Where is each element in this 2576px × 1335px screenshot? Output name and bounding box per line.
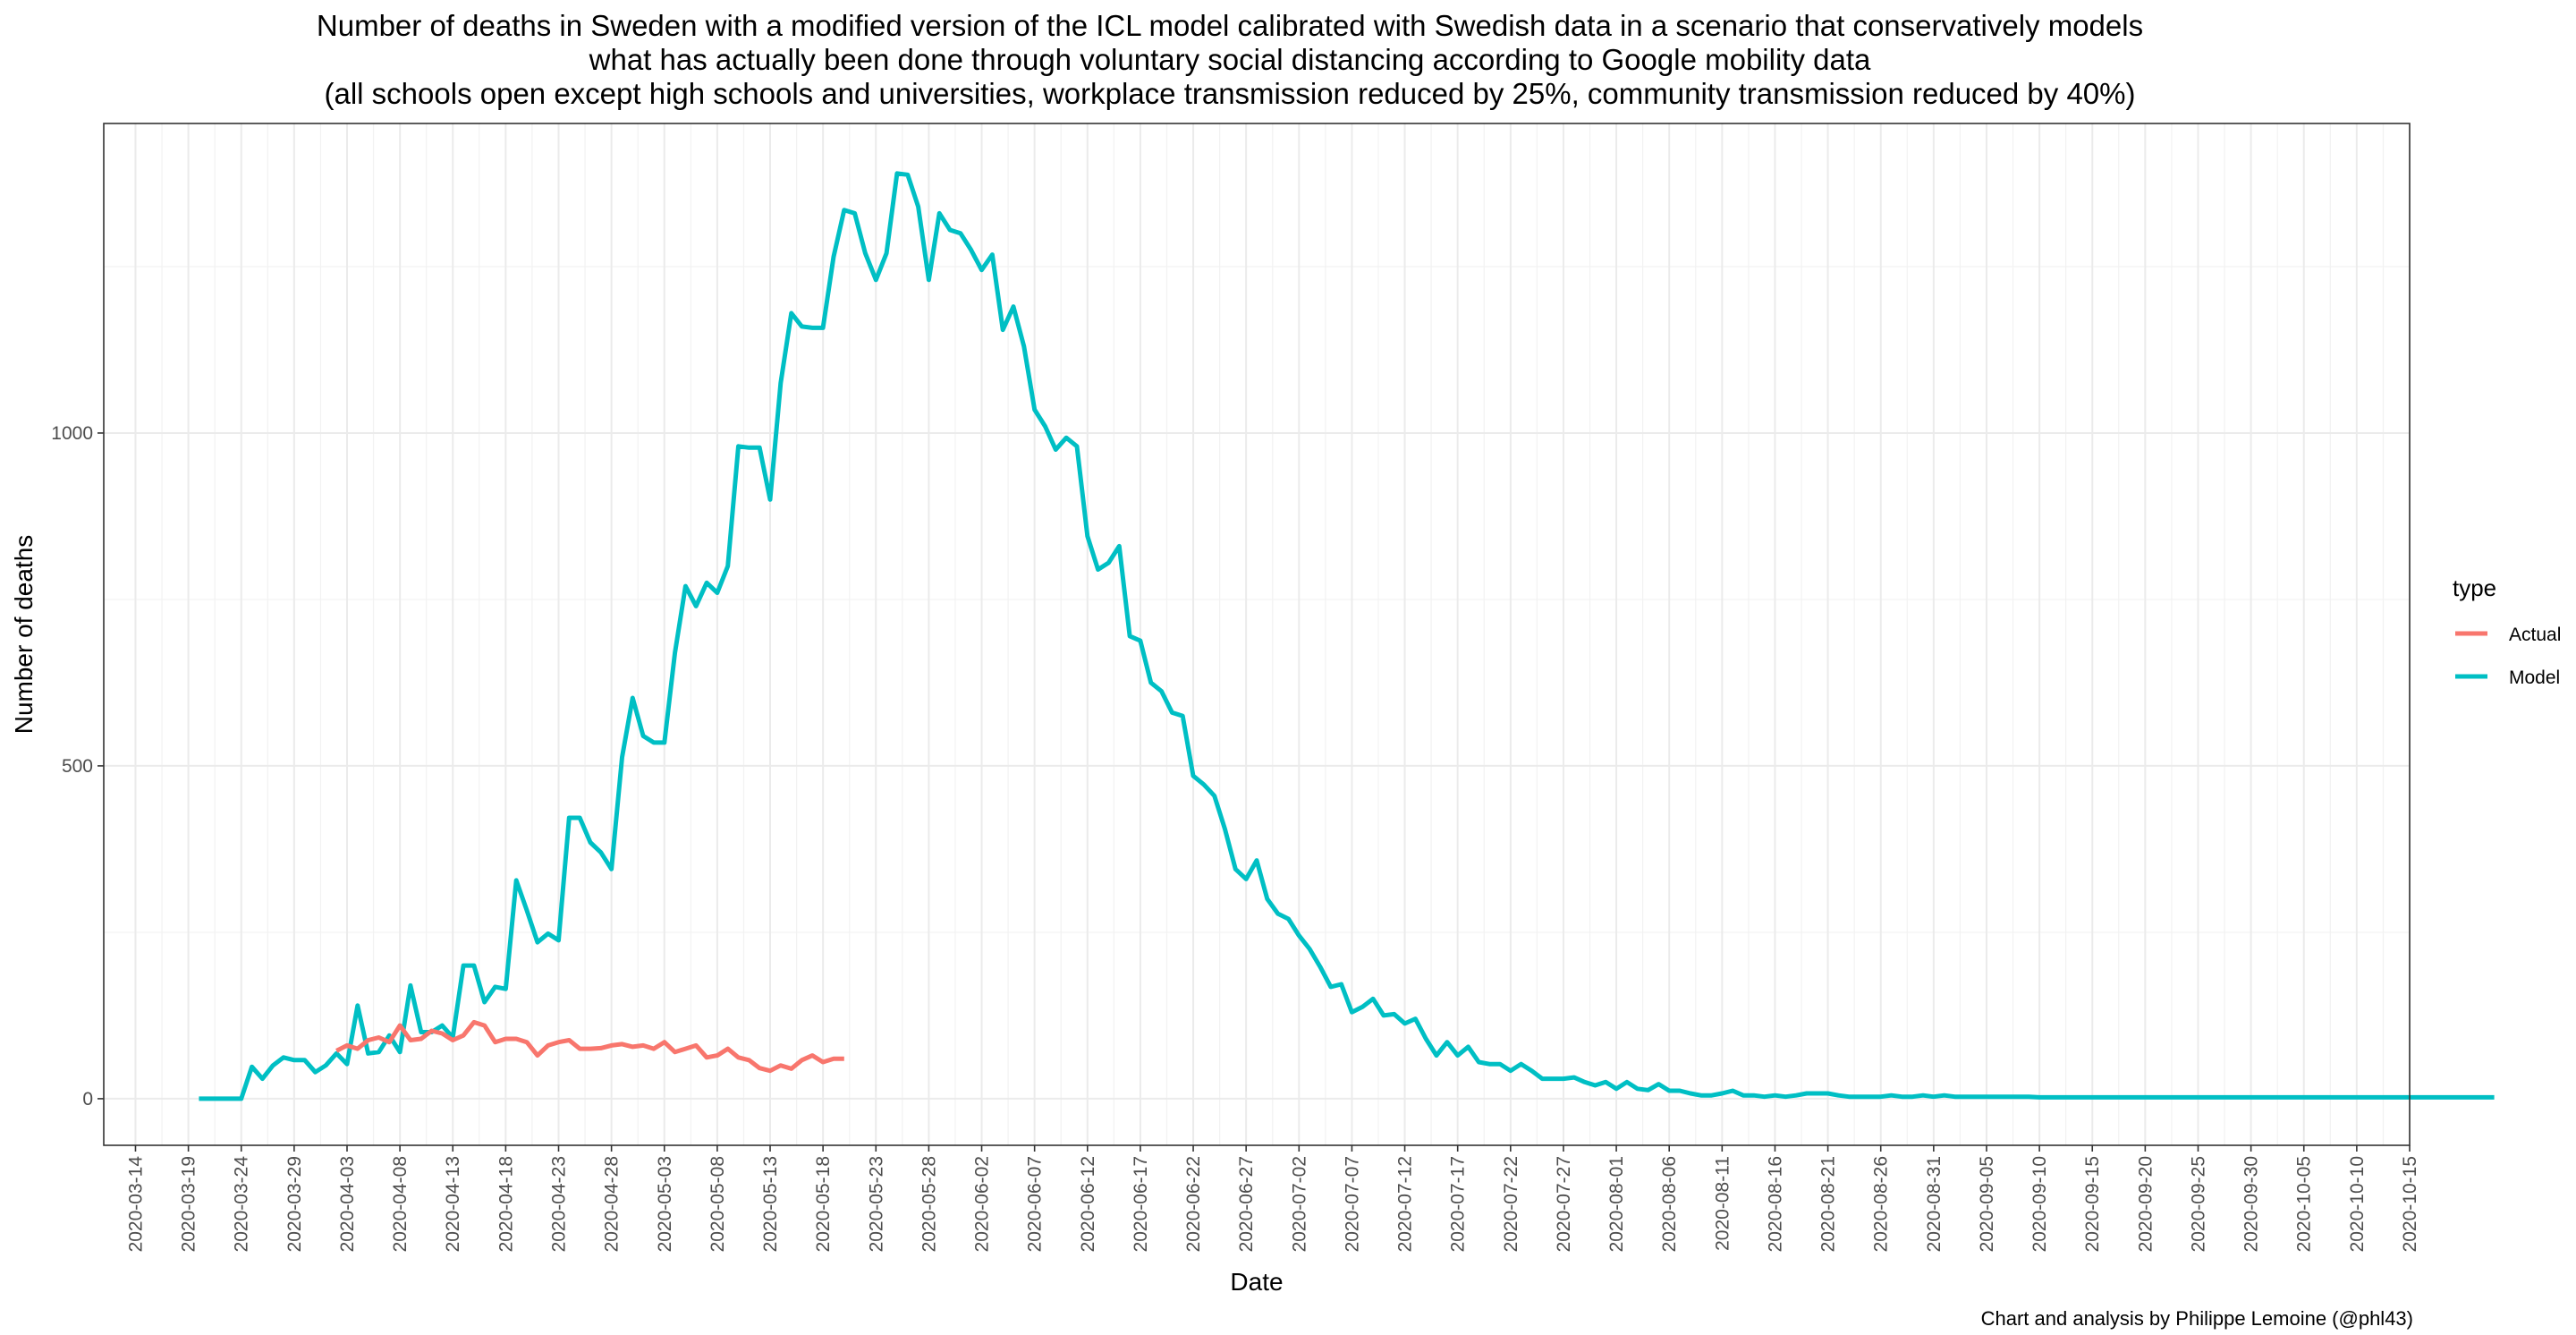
x-tick-label: 2020-09-15 xyxy=(2082,1156,2103,1252)
x-tick-label: 2020-03-19 xyxy=(179,1156,199,1252)
x-tick-label: 2020-09-10 xyxy=(2029,1156,2050,1252)
x-tick-label: 2020-08-21 xyxy=(1818,1156,1839,1252)
series-layer xyxy=(199,171,2495,1101)
x-tick-label: 2020-07-02 xyxy=(1289,1156,1309,1252)
x-tick-label: 2020-04-13 xyxy=(443,1156,463,1252)
legend: type Actual Model xyxy=(2453,574,2561,688)
x-tick-label: 2020-05-18 xyxy=(813,1156,834,1252)
x-tick-label: 2020-07-07 xyxy=(1342,1156,1362,1252)
y-tick-label: 500 xyxy=(62,756,93,777)
chart-title-line-3: (all schools open except high schools an… xyxy=(325,77,2136,110)
x-tick-label: 2020-05-08 xyxy=(708,1156,728,1252)
x-tick-label: 2020-03-14 xyxy=(125,1156,146,1253)
panel-border xyxy=(103,123,2411,1146)
x-tick-label: 2020-03-29 xyxy=(284,1156,305,1252)
x-tick-label: 2020-08-06 xyxy=(1659,1156,1680,1252)
x-tick-label: 2020-05-23 xyxy=(866,1156,886,1252)
chart-caption: Chart and analysis by Philippe Lemoine (… xyxy=(1981,1307,2413,1330)
x-tick-label: 2020-06-12 xyxy=(1078,1156,1098,1252)
x-tick-label: 2020-04-23 xyxy=(549,1156,570,1252)
x-tick-label: 2020-09-25 xyxy=(2188,1156,2208,1252)
chart-title-line-2: what has actually been done through volu… xyxy=(589,43,1871,76)
x-tick-label: 2020-10-05 xyxy=(2294,1156,2315,1252)
x-tick-label: 2020-04-08 xyxy=(390,1156,411,1252)
x-tick-label: 2020-07-27 xyxy=(1554,1156,1574,1252)
x-tick-label: 2020-07-17 xyxy=(1448,1156,1469,1252)
x-tick-label: 2020-05-03 xyxy=(655,1156,675,1252)
x-tick-label: 2020-06-22 xyxy=(1183,1156,1204,1252)
chart-title-line-1: Number of deaths in Sweden with a modifi… xyxy=(317,9,2143,42)
legend-title: type xyxy=(2453,574,2496,601)
x-tick-label: 2020-04-28 xyxy=(602,1156,623,1252)
x-tick-label: 2020-07-12 xyxy=(1395,1156,1416,1252)
x-tick-label: 2020-09-05 xyxy=(1977,1156,1997,1252)
series-line-model xyxy=(199,171,2495,1101)
x-tick-label: 2020-08-01 xyxy=(1606,1156,1627,1252)
x-tick-label: 2020-08-11 xyxy=(1712,1156,1733,1251)
x-tick-label: 2020-04-18 xyxy=(496,1156,516,1252)
y-axis-title: Number of deaths xyxy=(10,535,38,735)
grid-layer xyxy=(104,123,2411,1145)
y-axis: 0 500 1000 xyxy=(51,423,104,1110)
x-tick-label: 2020-06-17 xyxy=(1131,1156,1151,1252)
x-tick-label: 2020-09-20 xyxy=(2135,1156,2156,1252)
x-tick-label: 2020-09-30 xyxy=(2241,1156,2262,1252)
panel-background xyxy=(104,123,2410,1145)
x-tick-label: 2020-10-10 xyxy=(2347,1156,2368,1252)
x-tick-label: 2020-08-16 xyxy=(1765,1156,1785,1252)
x-axis-title: Date xyxy=(1230,1268,1283,1296)
x-tick-label: 2020-06-27 xyxy=(1236,1156,1257,1252)
x-tick-label: 2020-05-13 xyxy=(760,1156,781,1252)
x-tick-label: 2020-03-24 xyxy=(232,1156,252,1253)
y-tick-label: 0 xyxy=(82,1089,93,1110)
x-tick-label: 2020-10-15 xyxy=(2400,1156,2420,1252)
x-tick-label: 2020-06-02 xyxy=(972,1156,993,1252)
series-line-actual xyxy=(335,1019,844,1074)
x-tick-label: 2020-08-26 xyxy=(1871,1156,1892,1252)
x-tick-label: 2020-04-03 xyxy=(337,1156,358,1252)
x-tick-label: 2020-06-07 xyxy=(1025,1156,1046,1252)
legend-label-actual: Actual xyxy=(2509,625,2561,645)
x-axis: 2020-03-14 2020-03-19 2020-03-24 2020-03-29… xyxy=(125,1145,2420,1252)
x-tick-label: 2020-08-31 xyxy=(1924,1156,1945,1252)
x-tick-label: 2020-07-22 xyxy=(1501,1156,1521,1252)
legend-label-model: Model xyxy=(2509,668,2560,688)
y-tick-label: 1000 xyxy=(51,423,93,444)
x-tick-label: 2020-05-28 xyxy=(919,1156,939,1252)
